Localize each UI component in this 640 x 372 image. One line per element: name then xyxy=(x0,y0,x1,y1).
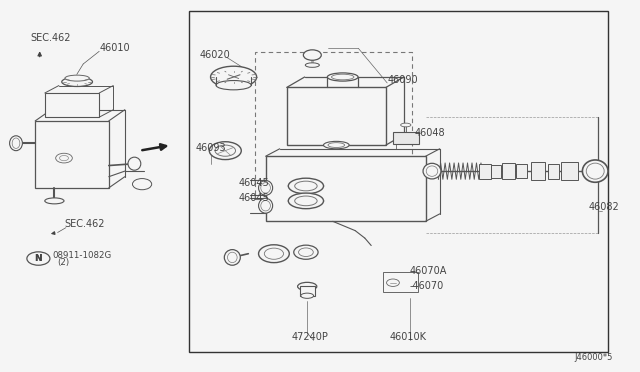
Ellipse shape xyxy=(298,248,314,257)
Ellipse shape xyxy=(401,123,411,127)
Ellipse shape xyxy=(128,157,141,170)
Text: 46020: 46020 xyxy=(200,49,230,60)
Ellipse shape xyxy=(294,196,317,206)
Ellipse shape xyxy=(582,160,608,182)
Ellipse shape xyxy=(294,245,318,259)
Bar xyxy=(561,162,578,180)
Text: N: N xyxy=(35,254,42,263)
Text: -46070: -46070 xyxy=(410,281,444,291)
Bar xyxy=(502,163,515,179)
Text: SEC.462: SEC.462 xyxy=(31,33,71,43)
Text: 46090: 46090 xyxy=(387,75,418,85)
Ellipse shape xyxy=(261,183,270,193)
Bar xyxy=(383,272,418,292)
Ellipse shape xyxy=(209,142,241,160)
Bar xyxy=(189,11,608,352)
Ellipse shape xyxy=(301,293,314,298)
Ellipse shape xyxy=(586,163,604,179)
Ellipse shape xyxy=(328,143,344,148)
Text: 46045: 46045 xyxy=(238,193,269,203)
Bar xyxy=(531,162,545,180)
Ellipse shape xyxy=(211,66,257,88)
Ellipse shape xyxy=(261,201,270,211)
Text: 47240P: 47240P xyxy=(291,332,328,342)
Bar xyxy=(300,286,315,296)
Ellipse shape xyxy=(10,136,22,151)
Text: (2): (2) xyxy=(58,258,70,267)
Bar xyxy=(548,164,559,179)
Ellipse shape xyxy=(62,77,93,86)
Bar xyxy=(255,52,412,199)
Ellipse shape xyxy=(423,163,441,179)
Ellipse shape xyxy=(294,181,317,191)
Text: 46093: 46093 xyxy=(195,142,226,153)
Ellipse shape xyxy=(259,180,273,195)
Ellipse shape xyxy=(426,166,438,176)
Text: SEC.462: SEC.462 xyxy=(64,219,104,229)
Ellipse shape xyxy=(45,198,64,204)
Text: 46010K: 46010K xyxy=(389,332,426,342)
Ellipse shape xyxy=(264,248,284,259)
Text: 46070A: 46070A xyxy=(410,266,447,276)
Ellipse shape xyxy=(288,178,323,194)
Ellipse shape xyxy=(323,141,349,149)
Ellipse shape xyxy=(216,81,251,90)
Text: 46010: 46010 xyxy=(99,43,130,53)
Bar xyxy=(492,164,501,177)
Bar xyxy=(516,164,527,178)
Ellipse shape xyxy=(65,75,90,81)
Ellipse shape xyxy=(259,198,273,213)
Bar xyxy=(393,132,419,144)
Ellipse shape xyxy=(225,250,241,265)
Ellipse shape xyxy=(228,252,237,263)
Text: 46082: 46082 xyxy=(589,202,620,212)
Bar xyxy=(45,93,99,117)
Ellipse shape xyxy=(305,63,319,67)
Bar xyxy=(479,164,491,179)
Ellipse shape xyxy=(215,145,236,156)
Ellipse shape xyxy=(303,50,321,60)
Circle shape xyxy=(387,279,399,286)
Bar xyxy=(266,156,426,221)
Text: 46045: 46045 xyxy=(238,178,269,188)
Ellipse shape xyxy=(288,193,323,209)
Circle shape xyxy=(56,153,72,163)
Text: 08911-1082G: 08911-1082G xyxy=(52,251,112,260)
Text: J46000*5: J46000*5 xyxy=(574,353,612,362)
Ellipse shape xyxy=(327,73,358,81)
Ellipse shape xyxy=(298,282,317,291)
Circle shape xyxy=(27,252,50,265)
Ellipse shape xyxy=(12,138,20,148)
Text: 46048: 46048 xyxy=(415,128,445,138)
Text: N: N xyxy=(35,254,42,263)
Ellipse shape xyxy=(332,74,354,80)
Circle shape xyxy=(60,155,68,161)
Circle shape xyxy=(132,179,152,190)
Bar xyxy=(35,121,109,188)
Bar xyxy=(287,87,386,145)
Ellipse shape xyxy=(259,245,289,263)
